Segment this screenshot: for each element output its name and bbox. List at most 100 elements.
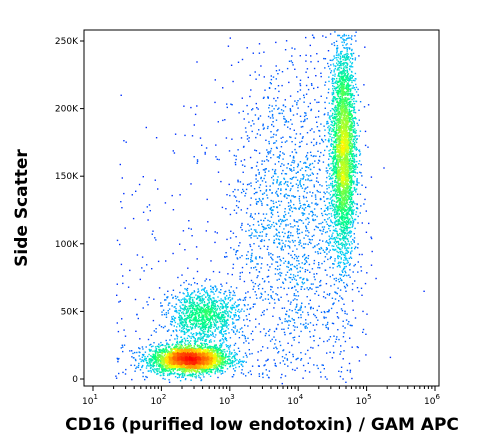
- event-dot: [135, 367, 137, 370]
- event-dot: [181, 368, 183, 370]
- event-dot: [203, 360, 206, 362]
- event-dot: [162, 365, 164, 367]
- event-dot: [157, 356, 159, 359]
- event-dot: [197, 356, 200, 359]
- event-dot: [227, 328, 229, 330]
- event-dot: [225, 313, 228, 315]
- event-dot: [141, 359, 143, 361]
- event-dot: [191, 365, 193, 367]
- event-dot: [175, 365, 177, 367]
- event-dot: [212, 307, 214, 310]
- event-dot: [169, 360, 171, 363]
- event-dot: [221, 355, 223, 357]
- event-dot: [150, 334, 153, 336]
- event-dot: [224, 296, 226, 299]
- event-dot: [154, 361, 156, 363]
- event-dot: [195, 317, 197, 319]
- event-dot: [185, 331, 187, 334]
- event-dot: [215, 327, 218, 329]
- event-dot: [221, 357, 223, 359]
- event-dot: [203, 294, 205, 296]
- event-dot: [337, 154, 340, 157]
- event-dot: [189, 326, 191, 328]
- event-dot: [150, 350, 152, 352]
- event-dot: [209, 330, 212, 332]
- event-dot: [204, 325, 206, 327]
- event-dot: [186, 352, 189, 355]
- event-dot: [207, 370, 209, 373]
- event-dot: [351, 55, 353, 57]
- event-dot: [188, 305, 190, 307]
- event-dot: [182, 358, 184, 360]
- event-dot: [184, 348, 186, 350]
- event-dot: [217, 354, 219, 356]
- event-dot: [179, 291, 181, 294]
- event-dot: [199, 338, 201, 340]
- event-dot: [178, 356, 180, 359]
- event-dot: [205, 310, 208, 312]
- event-dot: [219, 330, 222, 332]
- event-dot: [181, 308, 183, 310]
- event-dot: [215, 356, 217, 359]
- event-dot: [206, 350, 208, 352]
- event-dot: [350, 138, 353, 140]
- event-dot: [184, 300, 186, 302]
- event-dot: [202, 307, 204, 309]
- event-dot: [184, 355, 186, 357]
- event-dot: [194, 327, 196, 329]
- event-dot: [225, 306, 227, 309]
- event-dot: [209, 345, 211, 347]
- event-dot: [181, 363, 183, 365]
- event-dot: [192, 323, 195, 325]
- event-dot: [199, 347, 201, 349]
- event-dot: [182, 352, 185, 354]
- event-dot: [182, 320, 184, 323]
- event-dot: [178, 365, 180, 367]
- event-dot: [206, 336, 208, 338]
- event-dot: [205, 317, 207, 319]
- event-dot: [199, 310, 202, 312]
- event-dot: [197, 354, 199, 356]
- event-dot: [205, 340, 207, 342]
- event-dot: [195, 325, 197, 327]
- event-dot: [172, 361, 175, 363]
- event-dot: [222, 355, 224, 357]
- event-dot: [150, 349, 152, 351]
- event-dot: [209, 375, 212, 377]
- event-dot: [190, 310, 192, 312]
- event-dot: [181, 324, 184, 326]
- event-dot: [229, 294, 231, 296]
- event-dot: [232, 365, 234, 367]
- event-dot: [223, 301, 225, 303]
- event-dot: [173, 348, 176, 351]
- event-dot: [341, 99, 343, 102]
- event-dot: [188, 283, 190, 285]
- event-dot: [349, 221, 352, 223]
- event-dot: [186, 337, 189, 339]
- event-dot: [334, 189, 336, 191]
- event-dot: [222, 328, 224, 330]
- event-dot: [210, 360, 213, 363]
- event-dot: [222, 351, 224, 353]
- event-dot: [200, 306, 202, 308]
- event-dot: [191, 366, 193, 368]
- event-dot: [205, 370, 207, 372]
- event-dot: [227, 314, 230, 316]
- event-dot: [152, 365, 154, 367]
- event-dot: [344, 205, 346, 208]
- event-dot: [192, 365, 194, 367]
- event-dot: [209, 363, 211, 365]
- event-dot: [193, 348, 195, 351]
- event-dot: [182, 350, 184, 352]
- event-dot: [219, 317, 221, 319]
- event-dot: [170, 320, 172, 323]
- event-dot: [203, 363, 205, 366]
- event-dot: [337, 60, 339, 62]
- event-dot: [210, 370, 212, 373]
- event-dot: [198, 306, 201, 308]
- event-dot: [200, 308, 203, 310]
- event-dot: [140, 360, 142, 363]
- event-dot: [224, 319, 226, 322]
- event-dot: [186, 301, 188, 303]
- event-dot: [212, 286, 214, 289]
